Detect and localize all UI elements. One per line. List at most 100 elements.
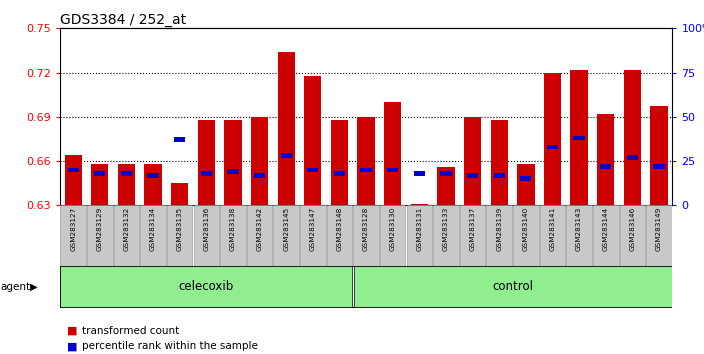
Text: GSM283129: GSM283129 [96,207,103,251]
Bar [273,205,299,266]
Bar [517,164,534,205]
Bar [121,171,132,176]
Bar [327,205,352,266]
Bar [624,70,641,205]
Text: agent: agent [1,282,31,292]
Bar [65,155,82,205]
Text: GSM283149: GSM283149 [656,207,662,251]
Text: ■: ■ [67,341,77,351]
Bar [307,167,318,172]
Bar [225,120,241,205]
Bar [460,205,485,266]
Bar [380,205,406,266]
Bar [540,205,565,266]
Bar [414,171,425,176]
Bar [331,120,348,205]
Text: GSM283127: GSM283127 [70,207,76,251]
Bar [543,73,561,205]
Bar [433,205,459,266]
Text: GSM283133: GSM283133 [443,207,449,251]
Bar [650,107,667,205]
Bar [486,205,512,266]
Bar [360,167,372,172]
Bar [387,167,398,172]
Bar [406,205,432,266]
Bar [570,70,588,205]
Bar [353,205,379,266]
Bar [194,205,219,266]
Bar [513,205,539,266]
Bar [91,164,108,205]
Bar [491,120,508,205]
Bar [520,176,532,181]
Bar [94,171,106,176]
Bar [627,155,638,160]
Text: celecoxib: celecoxib [179,280,234,293]
Bar [281,153,292,158]
Bar [494,173,505,178]
Text: GSM283143: GSM283143 [576,207,582,251]
Bar [653,164,665,169]
Bar [113,205,139,266]
Text: GSM283135: GSM283135 [177,207,182,251]
Bar [646,205,672,266]
Text: GSM283146: GSM283146 [629,207,636,251]
Bar [547,144,558,149]
Text: GSM283142: GSM283142 [256,207,263,251]
Bar [410,204,428,205]
Text: GDS3384 / 252_at: GDS3384 / 252_at [60,13,186,27]
Bar [174,137,185,142]
Bar [620,205,645,266]
Bar [358,117,375,205]
Bar [600,164,611,169]
Text: GSM283148: GSM283148 [337,207,342,251]
Bar [147,173,158,178]
Bar [140,205,166,266]
Bar [251,117,268,205]
Bar [171,183,189,205]
Text: ■: ■ [67,326,77,336]
Bar [300,205,326,266]
Text: GSM283140: GSM283140 [523,207,529,251]
Text: GSM283134: GSM283134 [150,207,156,251]
Text: GSM283144: GSM283144 [603,207,609,251]
Text: GSM283132: GSM283132 [123,207,130,251]
Text: GSM283130: GSM283130 [390,207,396,251]
Bar [118,164,135,205]
Bar [247,205,272,266]
Bar [220,205,246,266]
Text: GSM283145: GSM283145 [283,207,289,251]
Bar [61,205,86,266]
Bar [566,205,592,266]
Bar [167,205,192,266]
Bar [254,173,265,178]
Text: ▶: ▶ [30,282,38,292]
Bar [61,266,352,307]
Text: GSM283131: GSM283131 [416,207,422,251]
Bar [68,167,79,172]
Bar [304,75,322,205]
Bar [198,120,215,205]
Bar [464,117,482,205]
Bar [201,171,212,176]
Text: GSM283139: GSM283139 [496,207,502,251]
Text: GSM283141: GSM283141 [550,207,555,251]
Bar [144,164,162,205]
Text: percentile rank within the sample: percentile rank within the sample [82,341,258,351]
Text: GSM283138: GSM283138 [230,207,236,251]
Bar [593,205,619,266]
Bar [384,102,401,205]
Text: GSM283147: GSM283147 [310,207,316,251]
Bar [574,136,585,141]
Bar [354,266,672,307]
Bar [277,52,295,205]
Bar [440,171,451,176]
Bar [334,171,345,176]
Bar [87,205,113,266]
Text: GSM283136: GSM283136 [203,207,209,251]
Bar [467,173,478,178]
Text: control: control [492,280,533,293]
Bar [597,114,615,205]
Text: transformed count: transformed count [82,326,180,336]
Text: GSM283137: GSM283137 [470,207,476,251]
